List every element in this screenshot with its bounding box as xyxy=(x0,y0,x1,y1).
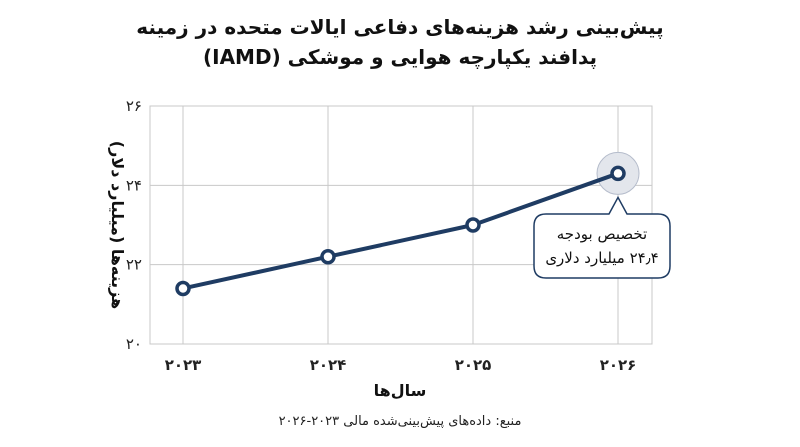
source-note: منبع: داده‌های پیش‌بینی‌شده مالی ۲۰۲۳-۲۰… xyxy=(278,414,522,429)
x-tick-label: ۲۰۲۵ xyxy=(455,356,492,374)
x-tick-label: ۲۰۲۶ xyxy=(600,356,637,374)
series-line xyxy=(181,171,620,291)
callout-line2: ۲۴٫۴ میلیارد دلاری xyxy=(545,249,658,267)
annotation-callout: تخصیص بودجه ۲۴٫۴ میلیارد دلاری xyxy=(533,195,671,279)
data-point xyxy=(320,248,336,265)
data-point xyxy=(610,165,626,182)
y-tick-label: ۲۶ xyxy=(126,97,142,115)
chart-title-line1: پیش‌بینی رشد هزینه‌های دفاعی ایالات متحد… xyxy=(136,15,664,39)
x-tick-label: ۲۰۲۳ xyxy=(165,356,202,374)
y-axis-label: هزینه‌ها (میلیارد دلار) xyxy=(108,141,127,309)
y-tick-label: ۲۲ xyxy=(126,256,142,274)
data-point xyxy=(465,217,481,233)
x-axis-label: سال‌ها xyxy=(374,381,427,400)
x-axis-ticks: ۲۰۲۳ ۲۰۲۴ ۲۰۲۵ ۲۰۲۶ xyxy=(165,356,637,374)
y-tick-label: ۲۰ xyxy=(126,335,142,353)
chart-title-line2: پدافند یکپارچه هوایی و موشکی (IAMD) xyxy=(202,45,598,69)
y-tick-label: ۲۴ xyxy=(126,176,142,194)
x-tick-label: ۲۰۲۴ xyxy=(310,356,347,374)
callout-line1: تخصیص بودجه xyxy=(557,225,647,243)
callout-box xyxy=(533,195,671,279)
series-line-group xyxy=(175,151,640,297)
chart-title: پیش‌بینی رشد هزینه‌های دفاعی ایالات متحد… xyxy=(0,12,800,72)
y-axis-ticks: ۲۰ ۲۲ ۲۴ ۲۶ xyxy=(126,97,142,353)
data-point xyxy=(175,280,191,297)
